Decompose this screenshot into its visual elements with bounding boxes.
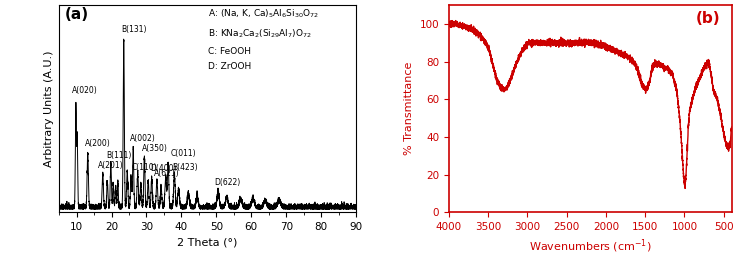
Y-axis label: % Transmittance: % Transmittance — [404, 62, 414, 155]
Text: A(350): A(350) — [143, 144, 168, 153]
Text: A(201): A(201) — [98, 161, 124, 170]
Text: B(131): B(131) — [121, 25, 147, 34]
Text: (b): (b) — [695, 11, 721, 26]
Text: A: (Na, K, Ca)$_5$Al$_6$Si$_{30}$O$_{72}$
B: KNa$_2$Ca$_2$(Si$_{29}$Al$_7$)O$_{7: A: (Na, K, Ca)$_5$Al$_6$Si$_{30}$O$_{72}… — [208, 7, 319, 71]
Text: B(423): B(423) — [173, 163, 198, 172]
Text: A(200): A(200) — [85, 139, 110, 148]
Text: (a): (a) — [65, 7, 89, 22]
Text: D(622): D(622) — [214, 178, 241, 187]
Text: A(621): A(621) — [154, 169, 180, 178]
X-axis label: Wavenumbers (cm$^{-1}$): Wavenumbers (cm$^{-1}$) — [529, 238, 652, 255]
Text: A(002): A(002) — [130, 134, 156, 143]
Y-axis label: Arbitrary Units (A.U.): Arbitrary Units (A.U.) — [44, 50, 53, 167]
Text: B(111): B(111) — [106, 151, 132, 160]
X-axis label: 2 Theta (°): 2 Theta (°) — [177, 238, 238, 248]
Text: C(011): C(011) — [170, 149, 196, 158]
Text: C(110): C(110) — [132, 163, 157, 172]
Text: A(020): A(020) — [72, 86, 98, 95]
Text: D(400): D(400) — [150, 164, 177, 173]
